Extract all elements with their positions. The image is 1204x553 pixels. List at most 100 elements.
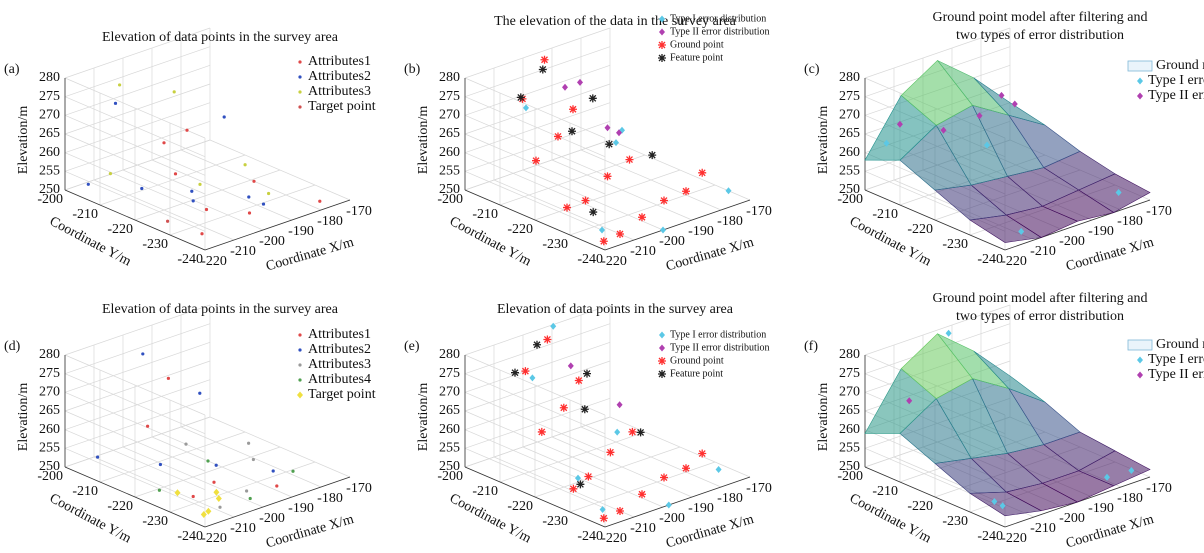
data-point (540, 55, 549, 64)
grid-line (64, 354, 206, 416)
data-point (140, 186, 144, 191)
grid-line (64, 171, 206, 232)
x-tick-label: -220 (1001, 531, 1027, 546)
z-tick-label: 280 (839, 347, 860, 362)
data-point (563, 203, 571, 212)
grid-line (464, 65, 611, 116)
grid-line (464, 354, 606, 416)
x-tick-label: -190 (288, 224, 314, 239)
panel-label: (d) (4, 339, 21, 354)
grid-line (64, 448, 206, 509)
y-tick-label: -210 (472, 207, 498, 222)
data-point (243, 163, 247, 167)
z-tick-label: 280 (839, 70, 860, 85)
x-tick-label: -210 (630, 244, 656, 259)
x-tick-label: -180 (317, 491, 343, 506)
data-point (984, 141, 990, 149)
x-tick-label: -190 (288, 501, 314, 516)
data-point (1128, 467, 1135, 475)
z-tick-label: 255 (439, 441, 460, 456)
y-tick-label: -220 (507, 222, 533, 237)
data-point (576, 480, 585, 489)
data-point (532, 156, 540, 165)
grid-line (134, 169, 281, 221)
grid-line (464, 115, 606, 176)
legend-marker (298, 105, 302, 109)
data-point (172, 90, 176, 94)
data-point (599, 226, 605, 234)
data-point (715, 466, 722, 474)
panel-label: (f) (804, 339, 818, 354)
chart-title: Elevation of data points in the survey a… (497, 302, 734, 317)
x-tick-label: -190 (1088, 501, 1114, 516)
z-tick-label: 255 (839, 441, 860, 456)
data-point (157, 488, 161, 492)
data-point (660, 226, 666, 234)
data-point (574, 376, 583, 385)
legend-label: Attributes2 (308, 69, 371, 84)
legend-swatch (1127, 339, 1153, 351)
data-point (271, 469, 275, 473)
data-point (118, 83, 122, 87)
grid-line (64, 65, 211, 116)
data-point (638, 490, 646, 499)
legend-label: Feature point (670, 52, 723, 63)
panel-label: (c) (804, 62, 820, 77)
data-point (604, 124, 611, 132)
data-point (628, 427, 637, 436)
x-tick-label: -210 (1030, 244, 1056, 259)
surface-cell (973, 77, 1046, 126)
x-tick-label: -190 (688, 224, 714, 239)
grid-line (64, 46, 211, 97)
data-point (559, 403, 568, 412)
grid-line (464, 96, 606, 157)
y-tick-label: -200 (437, 469, 463, 484)
z-axis-label: Elevation/m (816, 106, 831, 175)
data-point (141, 352, 145, 356)
axis-line (604, 199, 751, 251)
legend-marker (298, 60, 302, 64)
grid-line (464, 304, 611, 356)
legend-marker (297, 391, 303, 399)
data-point (614, 428, 621, 436)
axis-line (464, 466, 606, 528)
z-tick-label: 260 (39, 145, 60, 160)
data-point (251, 457, 255, 462)
z-tick-label: 270 (839, 385, 860, 400)
z-tick-label: 250 (839, 459, 860, 474)
legend-label: Target point (308, 99, 376, 114)
data-point (660, 196, 668, 205)
data-point (698, 449, 707, 458)
data-point (589, 208, 598, 217)
y-tick-label: -220 (907, 222, 933, 237)
legend-marker (298, 378, 302, 382)
data-point (537, 427, 546, 436)
x-tick-label: -210 (230, 521, 256, 536)
z-tick-label: 275 (439, 366, 460, 381)
data-point (569, 484, 578, 493)
z-tick-label: 250 (839, 182, 860, 197)
legend-marker (298, 333, 302, 337)
data-point (543, 335, 552, 344)
z-tick-label: 265 (39, 126, 60, 141)
grid-line (464, 429, 606, 490)
z-tick-label: 280 (439, 347, 460, 362)
panel: -220-210-200-190-180-170-240-230-220-210… (4, 302, 376, 551)
z-tick-label: 260 (439, 422, 460, 437)
z-tick-label: 260 (439, 145, 460, 160)
z-tick-label: 275 (839, 89, 860, 104)
x-tick-label: -220 (601, 254, 627, 269)
legend-label: Attributes3 (308, 84, 371, 99)
grid-line (464, 152, 606, 213)
y-tick-label: -210 (872, 207, 898, 222)
grid-line (64, 373, 206, 434)
y-tick-label: -230 (142, 514, 168, 529)
grid-line (864, 304, 1011, 356)
data-point (214, 463, 218, 467)
x-tick-label: -200 (259, 511, 285, 526)
z-tick-label: 260 (839, 422, 860, 437)
legend-marker (1137, 92, 1143, 100)
z-tick-label: 270 (39, 108, 60, 123)
grid-line (64, 27, 211, 79)
data-point (883, 139, 890, 147)
